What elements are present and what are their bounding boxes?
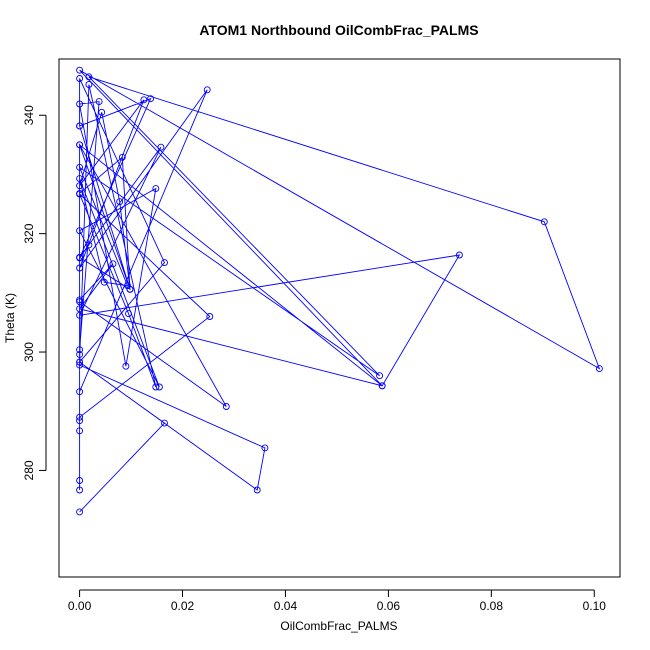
- plot-frame: [58, 58, 621, 578]
- data-point: [76, 175, 84, 183]
- data-point: [76, 413, 84, 421]
- data-point: [155, 383, 163, 391]
- data-point: [76, 350, 84, 358]
- data-point: [76, 361, 84, 369]
- data-point: [161, 259, 168, 267]
- data-point: [76, 189, 84, 197]
- data-point: [76, 427, 84, 435]
- data-point: [98, 108, 106, 116]
- data-point: [157, 143, 165, 151]
- data-point: [76, 141, 84, 149]
- data-point: [253, 486, 261, 494]
- data-point: [378, 382, 386, 390]
- data-point: [222, 403, 230, 410]
- y-axis-label: Theta (K): [3, 293, 17, 343]
- data-point: [76, 305, 84, 313]
- data-point: [76, 75, 84, 82]
- x-axis: 0.00 0.02 0.04 0.06 0.08 0.10: [68, 589, 607, 613]
- data-point: [76, 66, 84, 74]
- data-point: [85, 81, 93, 88]
- data-point: [76, 346, 84, 354]
- data-point: [76, 296, 84, 304]
- data-point: [595, 365, 603, 373]
- data-point: [147, 95, 155, 103]
- series-line: [78, 69, 601, 513]
- x-tick-label: 0.06: [377, 599, 401, 613]
- data-point: [122, 362, 130, 370]
- data-point: [76, 254, 84, 262]
- x-tick-label: 0.10: [583, 599, 607, 613]
- y-axis: 280 300 320 340: [22, 105, 47, 480]
- data-point: [124, 282, 131, 290]
- data-point: [76, 508, 84, 516]
- data-point: [540, 218, 548, 226]
- data-point: [76, 182, 84, 190]
- x-tick-label: 0.02: [171, 599, 195, 613]
- data-point: [261, 444, 269, 452]
- x-axis-label: OilCombFrac_PALMS: [280, 619, 397, 633]
- data-point: [376, 372, 384, 380]
- data-point: [126, 285, 134, 293]
- data-point: [109, 260, 117, 268]
- data-point: [152, 185, 160, 193]
- data-point: [76, 477, 84, 484]
- data-point: [76, 100, 84, 108]
- data-point: [140, 96, 148, 104]
- data-point: [76, 227, 84, 235]
- data-point: [76, 358, 84, 366]
- series-layer: [76, 66, 603, 516]
- y-tick-label: 340: [22, 105, 36, 125]
- data-point: [100, 278, 108, 286]
- x-tick-label: 0.00: [68, 599, 92, 613]
- data-point: [116, 198, 124, 206]
- data-point: [161, 419, 168, 427]
- data-point: [76, 122, 84, 130]
- y-tick-label: 320: [22, 223, 36, 243]
- data-point: [203, 86, 211, 94]
- x-tick-label: 0.08: [480, 599, 504, 613]
- data-point: [152, 383, 160, 391]
- data-point: [85, 241, 93, 249]
- data-point: [76, 264, 84, 272]
- data-point: [76, 388, 84, 396]
- data-point: [85, 73, 93, 81]
- data-point: [76, 486, 84, 494]
- data-point: [76, 417, 84, 425]
- chart-title: ATOM1 Northbound OilCombFrac_PALMS: [199, 22, 478, 38]
- data-point: [455, 251, 463, 259]
- x-tick-label: 0.04: [274, 599, 298, 613]
- y-tick-label: 300: [22, 342, 36, 362]
- data-point: [125, 310, 132, 318]
- data-point: [76, 163, 84, 171]
- data-point: [76, 298, 84, 306]
- data-point: [76, 311, 84, 319]
- data-point: [95, 98, 103, 106]
- y-tick-label: 280: [22, 460, 36, 480]
- data-point: [206, 313, 214, 320]
- data-point: [118, 153, 126, 161]
